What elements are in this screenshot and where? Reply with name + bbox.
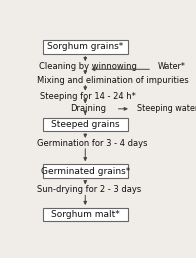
Text: Mixing and elimination of impurities: Mixing and elimination of impurities <box>37 76 188 85</box>
Text: Sun-drying for 2 - 3 days: Sun-drying for 2 - 3 days <box>37 186 141 194</box>
FancyBboxPatch shape <box>43 40 128 54</box>
Text: Germinated grains*: Germinated grains* <box>41 166 130 175</box>
Text: Water*: Water* <box>158 62 186 71</box>
Text: Sorghum grains*: Sorghum grains* <box>47 42 123 51</box>
Text: Cleaning by winnowing: Cleaning by winnowing <box>39 62 137 71</box>
Text: Sorghum malt*: Sorghum malt* <box>51 210 120 219</box>
FancyBboxPatch shape <box>43 164 128 178</box>
Text: Germination for 3 - 4 days: Germination for 3 - 4 days <box>37 139 147 148</box>
Text: Draining: Draining <box>70 104 106 113</box>
Text: Steeped grains: Steeped grains <box>51 120 120 129</box>
Text: Steeping water*: Steeping water* <box>137 104 196 113</box>
FancyBboxPatch shape <box>43 208 128 221</box>
Text: Steeping for 14 - 24 h*: Steeping for 14 - 24 h* <box>40 92 136 101</box>
FancyBboxPatch shape <box>43 118 128 131</box>
